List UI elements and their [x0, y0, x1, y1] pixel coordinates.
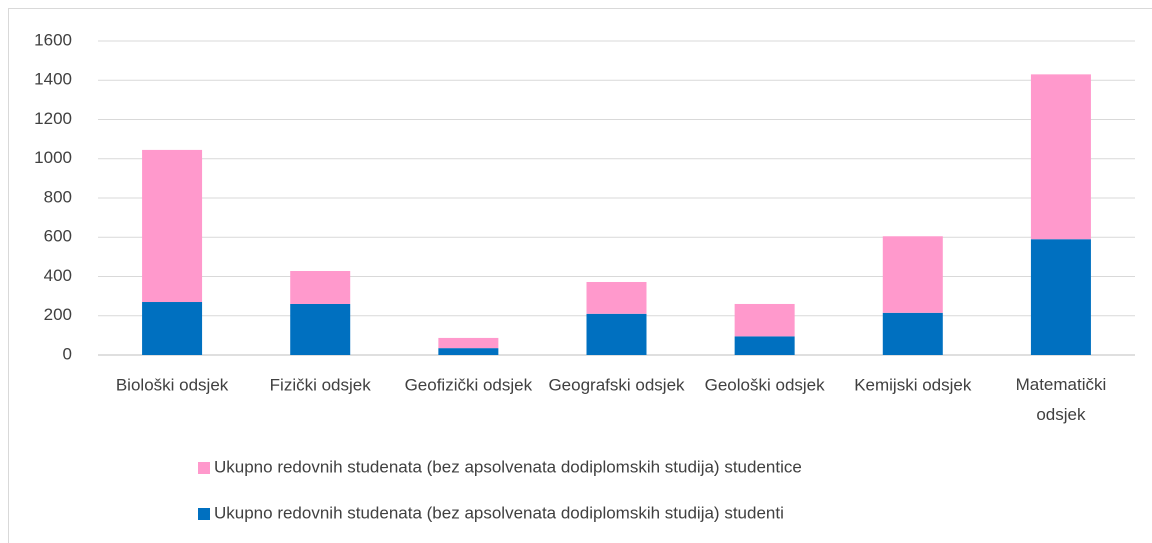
- x-tick-label: Biološki odsjek: [116, 375, 229, 394]
- y-tick-label: 1400: [34, 70, 72, 89]
- bar-segment: [734, 303, 795, 337]
- x-tick-label: Matematički odsjek: [1016, 375, 1107, 424]
- x-tick-label: Geografski odsjek: [548, 375, 685, 394]
- bar-segment: [734, 336, 795, 355]
- legend-swatch: [198, 508, 210, 520]
- bar-segment: [142, 302, 203, 355]
- legend-label: Ukupno redovnih studenata (bez apsolvena…: [214, 503, 784, 522]
- y-tick-label: 1600: [34, 30, 72, 49]
- legend-swatch: [198, 462, 210, 474]
- bar-segment: [290, 303, 351, 355]
- bar-segment: [586, 313, 647, 355]
- y-tick-label: 400: [44, 266, 72, 285]
- x-tick-label: Fizički odsjek: [270, 375, 372, 394]
- y-tick-label: 1000: [34, 148, 72, 167]
- y-tick-label: 800: [44, 187, 72, 206]
- bar-segment: [586, 281, 647, 314]
- bar-segment: [142, 149, 203, 303]
- x-tick-label: Geofizički odsjek: [405, 375, 533, 394]
- y-tick-label: 200: [44, 305, 72, 324]
- y-tick-label: 1200: [34, 109, 72, 128]
- bar-segment: [438, 348, 499, 355]
- y-tick-label: 600: [44, 227, 72, 246]
- bar-segment: [882, 312, 943, 355]
- bar-segment: [438, 337, 499, 349]
- x-tick-label: Kemijski odsjek: [854, 375, 972, 394]
- bar-segment: [882, 236, 943, 313]
- bar-segment: [1030, 74, 1091, 240]
- y-tick-label: 0: [63, 344, 72, 363]
- legend-label: Ukupno redovnih studenata (bez apsolvena…: [214, 457, 802, 476]
- x-tick-label: Geološki odsjek: [705, 375, 826, 394]
- bar-segment: [1030, 239, 1091, 355]
- bar-segment: [290, 271, 351, 304]
